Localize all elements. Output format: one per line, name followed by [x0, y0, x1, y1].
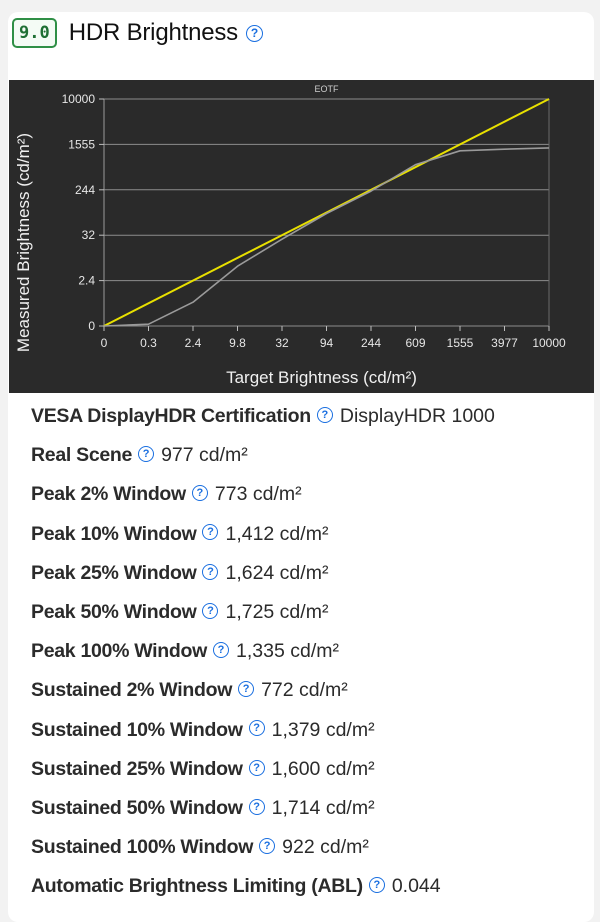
x-tick-label: 0.3 [140, 336, 157, 350]
stat-value: DisplayHDR 1000 [339, 405, 495, 427]
stat-value: 1,600 cd/m² [271, 757, 375, 780]
help-circle-icon[interactable]: ? [138, 446, 155, 463]
help-circle-icon[interactable]: ? [316, 406, 333, 423]
stat-row-peak-2-window: Peak 2% Window? 773 cd/m² [31, 481, 302, 507]
stat-label: Sustained 100% Window [31, 836, 254, 859]
y-tick-label: 0 [88, 319, 95, 333]
x-tick-label: 2.4 [185, 336, 202, 350]
eotf-chart: 0 2.4 32 244 1555 10000 0 0.3 2.4 9.8 32 94 244 609 15… [9, 80, 594, 393]
stat-label: Sustained 2% Window [31, 679, 233, 702]
stat-row-sustained-2-window: Sustained 2% Window? 772 cd/m² [31, 677, 348, 703]
stat-row-peak-10-window: Peak 10% Window? 1,412 cd/m² [31, 521, 328, 547]
stat-row-peak-50-window: Peak 50% Window? 1,725 cd/m² [31, 599, 328, 625]
stat-label: VESA DisplayHDR Certification [31, 405, 311, 427]
help-circle-icon[interactable]: ? [202, 602, 219, 619]
chart-title: EOTF [315, 84, 340, 94]
y-tick-label: 10000 [62, 92, 96, 106]
help-circle-icon[interactable]: ? [259, 838, 276, 855]
stat-label: Peak 25% Window [31, 561, 197, 584]
x-tick-label: 94 [320, 336, 334, 350]
y-tick-label: 32 [82, 228, 96, 242]
stat-label: Sustained 50% Window [31, 797, 243, 819]
x-tick-label: 244 [361, 336, 381, 350]
help-circle-icon[interactable]: ? [238, 681, 255, 698]
series-line-measured [103, 147, 550, 327]
x-tick-label: 32 [275, 336, 289, 350]
stat-value: 1,624 cd/m² [225, 561, 329, 584]
stat-value: 1,379 cd/m² [271, 718, 375, 741]
help-circle-icon[interactable]: ? [245, 24, 263, 42]
series-line-target [103, 98, 550, 327]
stat-label: Peak 100% Window [31, 640, 208, 663]
stat-value: 772 cd/m² [261, 679, 348, 702]
stat-row-sustained-100-window: Sustained 100% Window? 922 cd/m² [31, 834, 369, 860]
stat-row-real-scene: Real Scene? 977 cd/m² [31, 442, 248, 468]
score-badge: 9.0 [12, 18, 57, 48]
stat-label: Peak 10% Window [31, 522, 197, 545]
help-circle-icon[interactable]: ? [248, 720, 265, 737]
y-tick-label: 244 [75, 183, 95, 197]
help-circle-icon[interactable]: ? [248, 798, 265, 815]
stat-value: 0.044 [391, 875, 441, 898]
x-tick-label: 9.8 [229, 336, 246, 350]
stat-value: 773 cd/m² [214, 483, 302, 506]
x-tick-label: 609 [405, 336, 425, 350]
stat-label: Sustained 10% Window [31, 718, 243, 741]
stat-value: 1,412 cd/m² [225, 522, 329, 545]
eotf-chart-svg: 0 2.4 32 244 1555 10000 0 0.3 2.4 9.8 32 94 244 609 15… [14, 84, 566, 387]
stat-label: Automatic Brightness Limiting (ABL) [31, 875, 363, 898]
help-circle-icon[interactable]: ? [248, 759, 265, 776]
stat-label: Real Scene [31, 444, 133, 467]
x-tick-label: 3977 [491, 336, 518, 350]
stat-value: 1,335 cd/m² [236, 640, 339, 663]
stat-row-sustained-25-window: Sustained 25% Window? 1,600 cd/m² [31, 756, 375, 782]
help-circle-icon[interactable]: ? [202, 524, 219, 541]
y-tick-label: 2.4 [78, 274, 95, 288]
x-axis-label: Target Brightness (cd/m²) [226, 368, 417, 387]
stat-value: 977 cd/m² [161, 444, 248, 467]
stat-row-peak-100-window: Peak 100% Window? 1,335 cd/m² [31, 638, 339, 664]
x-tick-label: 1555 [447, 336, 474, 350]
stat-row-sustained-50-window: Sustained 50% Window? 1,714 cd/m² [31, 795, 375, 821]
stat-row-vesa-displayhdr-certification: VESA DisplayHDR Certification? DisplayHDR… [31, 403, 495, 429]
stat-value: 1,714 cd/m² [271, 797, 375, 819]
help-circle-icon[interactable]: ? [191, 485, 208, 502]
stat-value: 922 cd/m² [282, 836, 369, 859]
y-tick-label: 1555 [68, 137, 95, 151]
y-axis-label: Measured Brightness (cd/m²) [14, 133, 33, 352]
stat-value: 1,725 cd/m² [225, 601, 329, 623]
help-circle-icon[interactable]: ? [213, 642, 230, 659]
stat-label: Peak 50% Window [31, 601, 197, 623]
stat-label: Peak 2% Window [31, 483, 186, 506]
section-title: HDR Brightness [68, 19, 238, 46]
stat-row-sustained-10-window: Sustained 10% Window? 1,379 cd/m² [31, 717, 375, 743]
help-circle-icon[interactable]: ? [368, 877, 385, 894]
x-tick-label: 0 [101, 336, 108, 350]
section-header: 9.0 HDR Brightness ? [12, 16, 263, 50]
stat-row-automatic-brightness-limiting-abl: Automatic Brightness Limiting (ABL)? 0.04… [31, 873, 441, 899]
x-tick-label: 10000 [532, 336, 566, 350]
help-circle-icon[interactable]: ? [202, 563, 219, 580]
stat-label: Sustained 25% Window [31, 757, 243, 780]
stat-row-peak-25-window: Peak 25% Window? 1,624 cd/m² [31, 560, 328, 586]
